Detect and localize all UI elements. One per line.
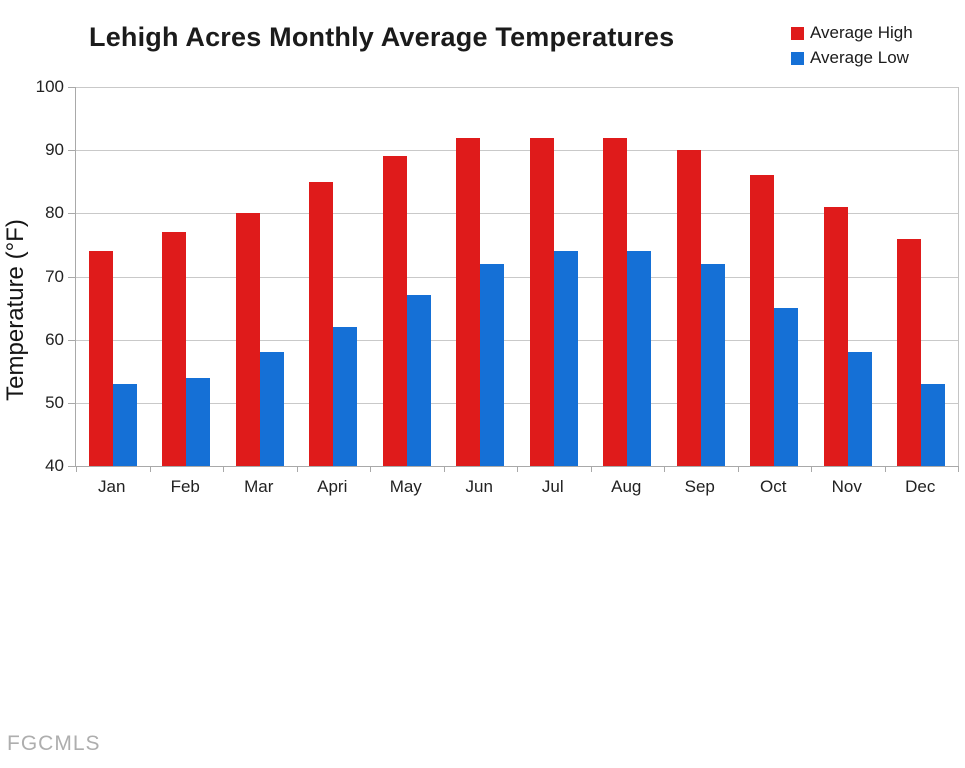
bar-average-low-apri xyxy=(333,327,358,466)
legend-swatch-high-icon xyxy=(791,26,804,40)
x-tick-mark-10 xyxy=(811,466,812,472)
y-tick-label-60: 60 xyxy=(45,329,64,349)
bar-average-low-sep xyxy=(700,263,725,466)
bar-average-high-jun xyxy=(456,137,481,466)
bar-average-high-jan xyxy=(88,251,113,466)
x-tick-mark-8 xyxy=(664,466,665,472)
bar-average-high-apri xyxy=(309,181,334,466)
y-tick-mark-70 xyxy=(68,276,76,278)
legend-item-average-high: Average High xyxy=(791,22,913,44)
y-tick-mark-50 xyxy=(68,402,76,404)
bar-average-high-sep xyxy=(676,150,701,466)
x-tick-label-aug: Aug xyxy=(611,477,642,496)
legend: Average High Average Low xyxy=(791,22,913,72)
bar-average-high-mar xyxy=(235,213,260,466)
chart-title: Lehigh Acres Monthly Average Temperature… xyxy=(89,22,675,52)
gridline-50 xyxy=(76,402,958,404)
x-tick-mark-12 xyxy=(958,466,959,472)
y-tick-label-70: 70 xyxy=(45,266,64,286)
y-tick-label-80: 80 xyxy=(45,203,64,223)
x-tick-label-mar: Mar xyxy=(244,477,274,496)
x-tick-label-apri: Apri xyxy=(317,477,348,496)
x-tick-label-oct: Oct xyxy=(760,477,787,496)
legend-item-average-low: Average Low xyxy=(791,47,913,69)
x-tick-mark-4 xyxy=(370,466,371,472)
gridline-70 xyxy=(76,276,958,278)
y-tick-mark-80 xyxy=(68,213,76,215)
x-axis-tick-labels: Jan Feb Mar Apri May Jun Jul Aug Sep Oct Nov Dec xyxy=(75,476,957,502)
y-tick-mark-60 xyxy=(68,339,76,341)
gridline-80 xyxy=(76,213,958,215)
bar-average-low-nov xyxy=(847,352,872,466)
x-tick-mark-5 xyxy=(443,466,445,472)
y-tick-mark-100 xyxy=(68,87,76,88)
x-tick-label-jan: Jan xyxy=(98,477,126,496)
x-tick-label-feb: Feb xyxy=(170,477,200,496)
x-tick-mark-9 xyxy=(737,466,739,472)
y-axis-title: Temperature (°F) xyxy=(2,219,29,401)
x-tick-mark-3 xyxy=(296,466,298,472)
bar-average-low-jan xyxy=(112,383,137,466)
plot-area xyxy=(68,87,959,472)
bar-average-high-feb xyxy=(162,232,187,466)
y-tick-mark-90 xyxy=(68,150,76,152)
x-tick-label-may: May xyxy=(389,477,422,496)
y-tick-label-100: 100 xyxy=(35,77,64,96)
bar-average-low-may xyxy=(406,295,431,466)
legend-swatch-low-icon xyxy=(791,51,804,65)
bar-average-low-jun xyxy=(480,263,505,466)
bar-average-high-aug xyxy=(603,137,628,466)
bar-average-low-oct xyxy=(774,308,799,466)
x-tick-label-sep: Sep xyxy=(684,477,715,496)
bar-average-low-mar xyxy=(259,352,284,466)
bar-average-low-dec xyxy=(921,383,946,466)
x-tick-mark-0 xyxy=(76,466,77,472)
x-tick-mark-7 xyxy=(590,466,592,472)
x-tick-label-nov: Nov xyxy=(831,477,862,496)
bar-average-low-aug xyxy=(627,251,652,466)
bar-average-low-jul xyxy=(553,251,578,466)
gridline-60 xyxy=(76,339,958,341)
legend-label-low: Average Low xyxy=(810,48,909,67)
y-axis-tick-labels: 40 50 60 70 80 90 100 xyxy=(0,78,64,475)
y-tick-mark-40 xyxy=(68,466,76,467)
x-tick-mark-11 xyxy=(884,466,886,472)
x-tick-mark-1 xyxy=(149,466,151,472)
y-tick-label-50: 50 xyxy=(45,392,64,412)
bar-average-high-jul xyxy=(529,137,554,466)
x-tick-mark-6 xyxy=(517,466,518,472)
watermark: FGCMLS xyxy=(7,732,101,755)
bar-average-high-dec xyxy=(897,238,922,466)
x-tick-label-dec: Dec xyxy=(905,477,936,496)
gridline-90 xyxy=(76,150,958,152)
bar-average-high-nov xyxy=(823,207,848,466)
bar-average-high-oct xyxy=(750,175,775,466)
x-tick-mark-2 xyxy=(223,466,224,472)
x-tick-label-jul: Jul xyxy=(541,477,564,496)
gridline-100 xyxy=(76,87,958,88)
legend-label-high: Average High xyxy=(810,23,913,42)
y-tick-label-40: 40 xyxy=(45,456,64,475)
y-tick-label-90: 90 xyxy=(45,140,64,160)
bar-average-high-may xyxy=(382,156,407,466)
x-tick-label-jun: Jun xyxy=(465,477,493,496)
bar-average-low-feb xyxy=(186,377,211,466)
